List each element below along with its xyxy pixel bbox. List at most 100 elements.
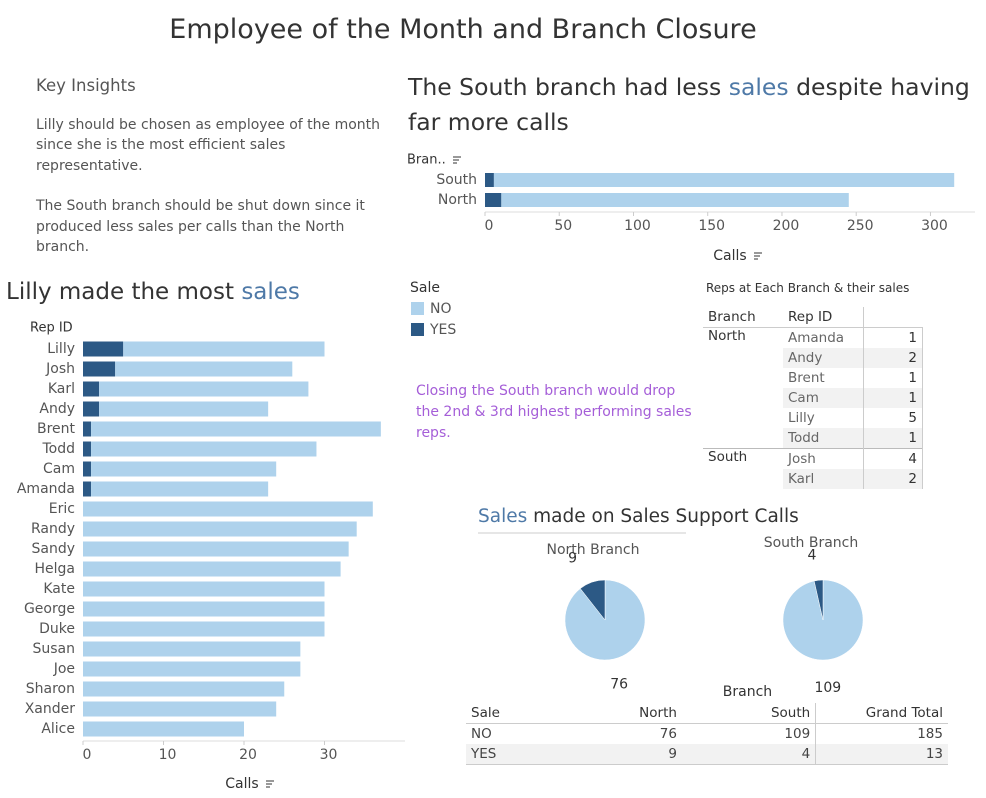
bar-segment xyxy=(83,601,325,617)
y-tick-label: Amanda xyxy=(17,481,75,497)
title-part: despite having far more calls xyxy=(408,73,970,136)
bar-segment xyxy=(83,701,277,717)
insights-heading: Key Insights xyxy=(36,76,136,95)
title-part: made on Sales Support Calls xyxy=(527,506,799,527)
insight: The South branch should be shut down sin… xyxy=(36,198,365,255)
pie-slice xyxy=(813,579,824,621)
title-part: Sales xyxy=(478,506,528,527)
table-row: North Amanda 1 xyxy=(703,327,923,348)
x-tick-label: 20 xyxy=(239,747,257,763)
x-tick-label: 0 xyxy=(485,218,494,234)
table-cell: 76 xyxy=(659,726,677,742)
rep-cell: Amanda xyxy=(788,330,845,346)
table-cell: 109 xyxy=(784,726,811,742)
column-header: Rep ID xyxy=(783,307,864,328)
bar-segment xyxy=(83,381,100,397)
bar-segment xyxy=(83,441,92,457)
bar-segment xyxy=(485,173,494,187)
value-cell: 1 xyxy=(863,327,923,348)
value-cell: 5 xyxy=(863,408,923,428)
table-row: Cam 1 xyxy=(703,388,923,408)
pie-slice xyxy=(579,579,606,621)
branch-cell: North xyxy=(708,328,746,344)
table-title: Reps at Each Branch & their sales xyxy=(706,281,910,295)
column-header: North xyxy=(579,703,682,724)
bar-segment xyxy=(83,461,92,477)
bar-segment xyxy=(91,461,277,477)
y-tick-label: Xander xyxy=(25,701,76,717)
insights: Key Insights Lilly should be chosen as e… xyxy=(36,76,381,258)
pie-value-label: 4 xyxy=(808,547,817,563)
bar-segment xyxy=(83,361,116,377)
column-header: South xyxy=(681,703,816,724)
insight: Lilly should be chosen as employee of th… xyxy=(36,116,381,174)
x-tick-label: 10 xyxy=(159,747,177,763)
chart-title: Lilly made the most sales xyxy=(6,275,386,310)
y-tick-label: Andy xyxy=(39,401,75,417)
dashboard-title: Employee of the Month and Branch Closure xyxy=(169,14,757,45)
title-part: The South branch had less xyxy=(408,73,729,101)
table-row: Todd 1 xyxy=(703,428,923,449)
x-tick-label: 250 xyxy=(847,218,874,234)
x-tick-label: 200 xyxy=(773,218,800,234)
legend-title: Sale xyxy=(410,280,440,296)
y-tick-label: Helga xyxy=(35,561,76,577)
legend-swatch xyxy=(411,302,424,315)
rep-cell: Josh xyxy=(783,448,864,469)
y-tick-label: Cam xyxy=(43,461,75,477)
y-tick-label: South xyxy=(436,172,477,188)
bar-segment xyxy=(83,721,244,737)
bar-segment xyxy=(91,481,269,497)
rep-cell: Andy xyxy=(783,348,864,368)
bar-segment xyxy=(83,541,349,557)
bar-segment xyxy=(83,681,285,697)
x-tick-label: 0 xyxy=(83,747,92,763)
title-part: sales xyxy=(728,73,789,101)
bar-segment xyxy=(83,621,325,637)
header-cell xyxy=(863,307,923,328)
x-axis-label: Calls xyxy=(225,776,258,792)
bar-segment xyxy=(91,421,381,437)
bar-segment xyxy=(83,641,301,657)
y-tick-label: Lilly xyxy=(47,341,75,357)
table-cell: YES xyxy=(466,744,580,765)
bar-segment xyxy=(485,193,502,207)
y-tick-label: Todd xyxy=(41,441,75,457)
pie-label: South Branch xyxy=(764,535,859,551)
legend-label: YES xyxy=(429,322,456,338)
table-row: South Josh 4 xyxy=(703,448,923,469)
legend-swatch xyxy=(411,323,424,336)
branch-cell xyxy=(703,348,783,368)
x-tick-label: 30 xyxy=(320,747,338,763)
table-row: Karl 2 xyxy=(703,469,923,489)
branch-cell xyxy=(703,428,783,449)
table-row: Lilly 5 xyxy=(703,408,923,428)
y-tick-label: North xyxy=(438,192,477,208)
y-tick-label: Brent xyxy=(37,421,76,437)
value-cell: 4 xyxy=(863,448,923,469)
bar-segment xyxy=(99,381,309,397)
rep-cell: Todd xyxy=(783,428,864,449)
x-axis-label: Calls xyxy=(713,248,746,264)
x-tick-label: 300 xyxy=(921,218,948,234)
y-tick-label: Eric xyxy=(49,501,75,517)
bar-segment xyxy=(83,481,92,497)
header-row: Sale North South Grand Total xyxy=(466,703,948,724)
bar-segment xyxy=(83,561,341,577)
branch-cell: South xyxy=(703,448,783,469)
y-tick-label: Randy xyxy=(31,521,75,537)
y-tick-label: Joe xyxy=(53,661,75,677)
chart-title: Sales made on Sales Support Calls xyxy=(478,499,799,534)
table-row: YES 9 4 13 xyxy=(466,744,948,765)
table-cell: 185 xyxy=(815,723,948,744)
bar-segment xyxy=(501,193,849,207)
rep-cell: Cam xyxy=(783,388,864,408)
pie-label: North Branch xyxy=(547,542,640,558)
bar-segment xyxy=(91,441,317,457)
table-row: Andy 2 xyxy=(703,348,923,368)
y-tick-label: Josh xyxy=(45,361,75,377)
bar-segment xyxy=(83,661,301,677)
value-cell: 1 xyxy=(863,428,923,449)
